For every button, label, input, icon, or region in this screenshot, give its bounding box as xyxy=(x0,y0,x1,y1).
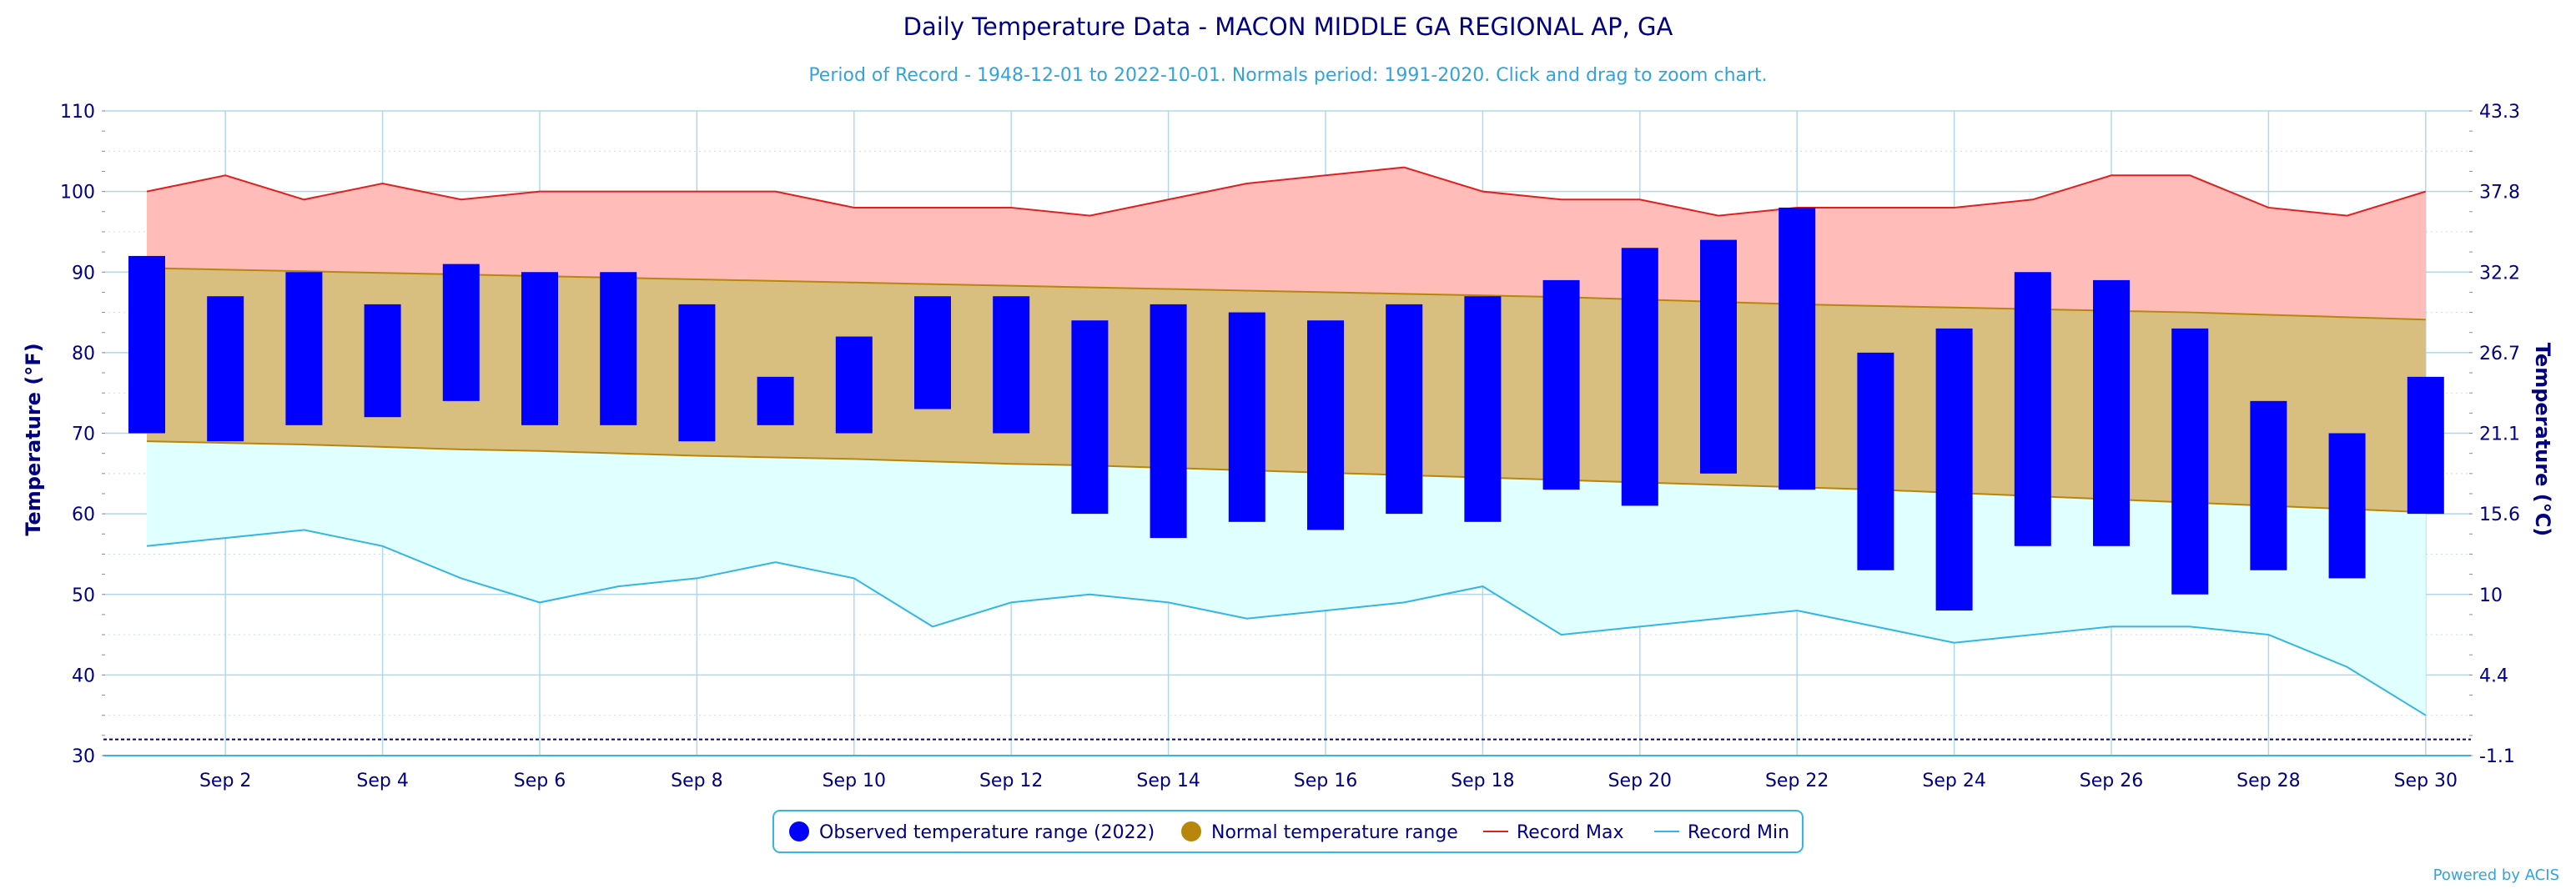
x-tick-label: Sep 12 xyxy=(979,771,1043,791)
legend-observed-marker xyxy=(789,821,809,841)
y-axis-right-label: Temperature (°C) xyxy=(2531,343,2554,537)
observed-range-bar[interactable] xyxy=(1307,320,1344,530)
observed-range-bar[interactable] xyxy=(2171,328,2209,595)
observed-range-bar[interactable] xyxy=(442,264,480,401)
legend-observed-label: Observed temperature range (2022) xyxy=(819,822,1155,843)
record-min-line[interactable] xyxy=(146,529,2427,716)
observed-range-bar[interactable] xyxy=(364,304,401,418)
legend-normal-label: Normal temperature range xyxy=(1211,822,1458,843)
x-tick-label: Sep 28 xyxy=(2236,771,2300,791)
x-tick-label: Sep 6 xyxy=(514,771,566,791)
chart-title: Daily Temperature Data - MACON MIDDLE GA… xyxy=(903,13,1673,41)
observed-range-bar[interactable] xyxy=(1228,312,1265,522)
normal-range-band xyxy=(147,268,2426,513)
observed-range-bar[interactable] xyxy=(2250,400,2287,570)
legend-record-min-label: Record Min xyxy=(1688,822,1789,843)
y-tick-label-left: 80 xyxy=(72,344,95,364)
record-max-line[interactable] xyxy=(146,166,2427,217)
legend-record-max-label: Record Max xyxy=(1517,822,1624,843)
observed-range-bar[interactable] xyxy=(1621,248,1658,506)
y-tick-label-right: 10 xyxy=(2479,585,2503,606)
observed-range-bar[interactable] xyxy=(2328,433,2366,579)
credit-link[interactable]: Powered by ACIS xyxy=(2433,866,2559,884)
x-tick-label: Sep 4 xyxy=(356,771,408,791)
observed-range-bar[interactable] xyxy=(521,272,558,425)
y-tick-label-left: 40 xyxy=(72,665,95,686)
observed-range-bar[interactable] xyxy=(757,376,794,425)
record-min-band xyxy=(147,441,2426,716)
legend-item-record-max[interactable]: Record Max xyxy=(1483,822,1624,843)
observed-range-bar[interactable] xyxy=(1542,279,1580,490)
legend: Observed temperature range (2022) Normal… xyxy=(772,810,1804,853)
observed-range-bar[interactable] xyxy=(600,272,637,425)
x-tick-label: Sep 20 xyxy=(1608,771,1672,791)
observed-range-bar[interactable] xyxy=(914,296,951,409)
y-tick-label-right: 26.7 xyxy=(2479,344,2520,364)
y-tick-label-right: -1.1 xyxy=(2479,746,2515,767)
observed-range-bar[interactable] xyxy=(1700,239,1737,474)
y-tick-label-right: 15.6 xyxy=(2479,505,2520,525)
observed-range-bar[interactable] xyxy=(993,296,1030,434)
observed-range-bar[interactable] xyxy=(207,296,244,442)
observed-range-bar[interactable] xyxy=(1779,207,1816,490)
y-tick-label-right: 43.3 xyxy=(2479,102,2520,123)
x-tick-label: Sep 16 xyxy=(1294,771,1357,791)
legend-item-normal[interactable]: Normal temperature range xyxy=(1181,821,1458,843)
observed-range-bar[interactable] xyxy=(128,255,165,434)
y-tick-label-right: 21.1 xyxy=(2479,424,2520,445)
chart-subtitle: Period of Record - 1948-12-01 to 2022-10… xyxy=(808,65,1767,86)
observed-range-bar[interactable] xyxy=(1464,296,1502,522)
x-tick-label: Sep 8 xyxy=(671,771,722,791)
x-tick-label: Sep 2 xyxy=(199,771,251,791)
y-tick-label-left: 30 xyxy=(72,746,95,767)
y-tick-label-right: 4.4 xyxy=(2479,665,2508,686)
y-tick-label-left: 60 xyxy=(72,505,95,525)
x-tick-label: Sep 10 xyxy=(823,771,886,791)
y-axis-left-label: Temperature (°F) xyxy=(22,343,45,535)
y-tick-label-right: 32.2 xyxy=(2479,263,2520,284)
x-tick-label: Sep 30 xyxy=(2394,771,2458,791)
x-tick-label: Sep 14 xyxy=(1136,771,1200,791)
observed-range-bar[interactable] xyxy=(1386,304,1423,515)
observed-range-bar[interactable] xyxy=(285,272,323,425)
y-tick-label-left: 90 xyxy=(72,263,95,284)
observed-range-bar[interactable] xyxy=(2093,279,2130,546)
x-tick-label: Sep 26 xyxy=(2080,771,2143,791)
legend-item-record-min[interactable]: Record Min xyxy=(1654,822,1789,843)
x-tick-label: Sep 22 xyxy=(1765,771,1829,791)
record-max-band xyxy=(147,167,2426,320)
legend-box xyxy=(772,810,1804,853)
x-tick-label: Sep 24 xyxy=(1922,771,1985,791)
observed-range-bar[interactable] xyxy=(835,336,873,434)
observed-range-bar[interactable] xyxy=(1935,328,1973,611)
observed-range-bar[interactable] xyxy=(1071,320,1109,515)
observed-range-bar[interactable] xyxy=(2014,272,2051,546)
legend-item-observed[interactable]: Observed temperature range (2022) xyxy=(789,821,1155,843)
y-tick-label-left: 50 xyxy=(72,585,95,606)
plot-area[interactable]: 30 40 50 60 70 80 90 100 110 -1.1 4.4 10 15.6 21.1 26.… xyxy=(60,102,2520,791)
legend-normal-marker xyxy=(1181,821,1201,841)
observed-range-bar[interactable] xyxy=(2407,376,2444,515)
observed-range-bar[interactable] xyxy=(1857,352,1894,570)
x-tick-label: Sep 18 xyxy=(1451,771,1514,791)
y-tick-label-left: 110 xyxy=(60,102,95,123)
observed-range-bar[interactable] xyxy=(1150,304,1187,539)
y-tick-label-left: 100 xyxy=(60,183,95,203)
y-tick-label-left: 70 xyxy=(72,424,95,445)
observed-range-bar[interactable] xyxy=(678,304,716,442)
y-tick-label-right: 37.8 xyxy=(2479,183,2520,203)
